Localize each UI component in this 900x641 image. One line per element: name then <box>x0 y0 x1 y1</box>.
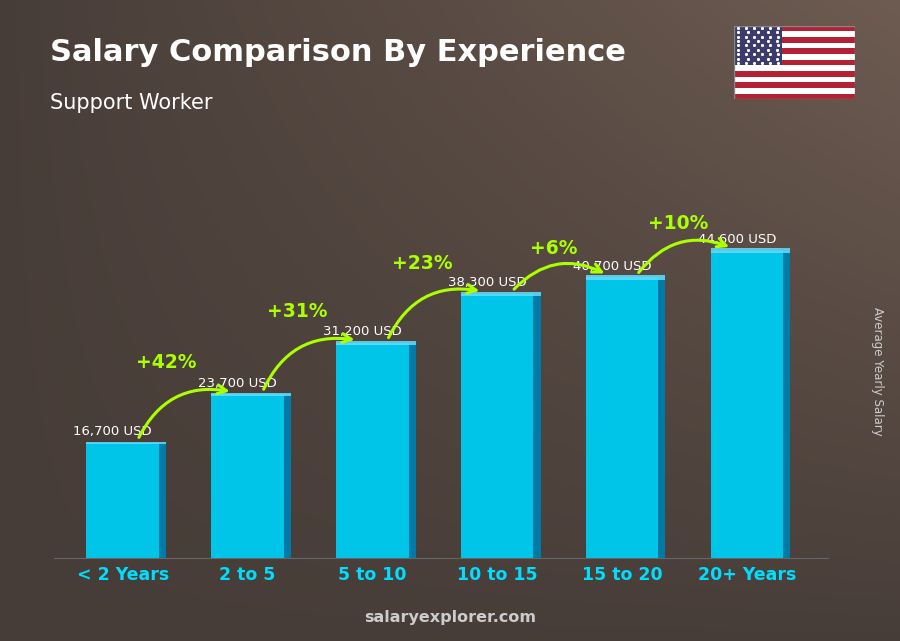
Text: +23%: +23% <box>392 254 453 273</box>
Bar <box>284 394 291 558</box>
Bar <box>86 442 166 444</box>
Bar <box>336 341 416 345</box>
Bar <box>734 37 855 43</box>
Bar <box>336 343 409 558</box>
Bar <box>212 393 291 396</box>
Bar <box>711 251 783 558</box>
Text: Average Yearly Salary: Average Yearly Salary <box>871 308 884 436</box>
Text: +10%: +10% <box>648 214 708 233</box>
Bar <box>534 294 541 558</box>
Bar <box>86 443 159 558</box>
Bar <box>711 248 790 253</box>
Bar <box>734 26 855 31</box>
Bar <box>734 82 855 88</box>
Bar <box>734 43 855 48</box>
Bar <box>461 292 541 296</box>
Text: 40,700 USD: 40,700 USD <box>572 260 652 272</box>
Bar <box>734 88 855 94</box>
Bar <box>212 394 284 558</box>
Bar <box>734 77 855 82</box>
Bar <box>461 294 534 558</box>
Bar <box>734 65 855 71</box>
Text: salaryexplorer.com: salaryexplorer.com <box>364 610 536 625</box>
Text: 16,700 USD: 16,700 USD <box>74 425 152 438</box>
Text: +6%: +6% <box>529 239 577 258</box>
Bar <box>734 60 855 65</box>
Bar <box>734 31 855 37</box>
Text: 31,200 USD: 31,200 USD <box>323 325 401 338</box>
Text: Salary Comparison By Experience: Salary Comparison By Experience <box>50 38 625 67</box>
Bar <box>586 275 665 280</box>
Text: +31%: +31% <box>267 302 328 321</box>
Text: Support Worker: Support Worker <box>50 93 212 113</box>
Text: 38,300 USD: 38,300 USD <box>448 276 526 289</box>
Bar <box>658 278 665 558</box>
Bar <box>734 54 855 60</box>
Bar <box>159 443 166 558</box>
Text: +42%: +42% <box>136 353 196 372</box>
Bar <box>734 71 855 77</box>
Text: 23,700 USD: 23,700 USD <box>198 377 277 390</box>
Bar <box>783 251 790 558</box>
Bar <box>734 26 782 65</box>
Bar <box>734 94 855 99</box>
Bar <box>734 48 855 54</box>
Bar <box>409 343 416 558</box>
Bar <box>586 278 658 558</box>
Text: 44,600 USD: 44,600 USD <box>698 233 776 246</box>
